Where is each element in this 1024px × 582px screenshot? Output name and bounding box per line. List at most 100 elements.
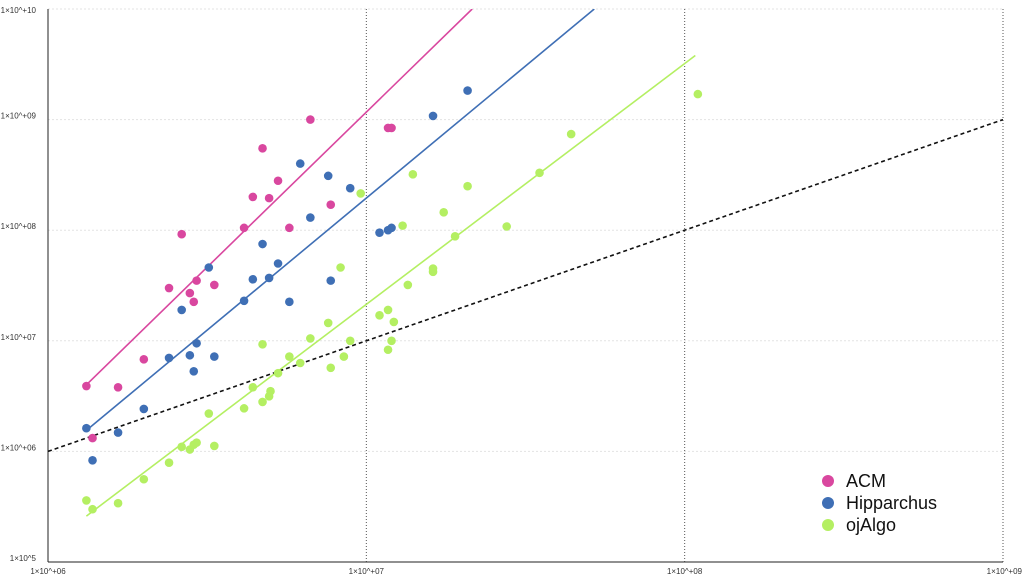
acm-point bbox=[264, 193, 274, 203]
acm-point bbox=[248, 192, 258, 202]
ojalgo-point bbox=[535, 168, 544, 178]
ojalgo-point bbox=[383, 345, 393, 355]
acm-point bbox=[273, 176, 283, 186]
ojalgo-point bbox=[204, 409, 214, 418]
hipparchus-point bbox=[326, 276, 336, 285]
ojalgo-point bbox=[439, 208, 449, 217]
axis-layer bbox=[47, 9, 1003, 563]
acm-point bbox=[326, 200, 336, 210]
ojalgo-series bbox=[82, 89, 703, 514]
ojalgo-point bbox=[273, 368, 283, 378]
hipparchus-point bbox=[189, 366, 199, 376]
acm-point bbox=[185, 288, 195, 298]
acm-point bbox=[285, 223, 294, 233]
hipparchus-point bbox=[295, 159, 305, 168]
hipparchus-point bbox=[82, 423, 91, 433]
ojalgo-point bbox=[239, 404, 249, 413]
hipparchus-point bbox=[258, 239, 267, 249]
hipparchus-point bbox=[323, 171, 333, 181]
ojalgo-point bbox=[248, 382, 258, 392]
y-tick-label: 1×10^5 bbox=[10, 554, 37, 563]
acm-point bbox=[210, 280, 219, 290]
ojalgo-point bbox=[345, 336, 355, 346]
x-tick-label: 1×10^+08 bbox=[667, 567, 703, 576]
legend-label-acm: ACM bbox=[846, 471, 886, 491]
hipparchus-point bbox=[164, 353, 174, 363]
legend-label-hipparchus: Hipparchus bbox=[846, 493, 937, 513]
reference-dashed-line bbox=[48, 118, 1003, 453]
ojalgo-point bbox=[566, 129, 576, 139]
reference-line-layer bbox=[48, 118, 1003, 453]
legend-marker-acm bbox=[822, 475, 834, 487]
hipparchus-point bbox=[204, 263, 214, 272]
ojalgo-point bbox=[82, 496, 91, 505]
acm-point bbox=[177, 229, 186, 239]
ojalgo-point bbox=[113, 498, 123, 508]
hipparchus-point bbox=[88, 456, 97, 465]
hipparchus-point bbox=[113, 428, 123, 437]
legend-marker-hipparchus bbox=[822, 497, 834, 509]
ojalgo-point bbox=[326, 363, 336, 373]
x-tick-label: 1×10^+09 bbox=[987, 567, 1023, 576]
legend-marker-ojalgo bbox=[822, 519, 834, 531]
ojalgo-point bbox=[389, 317, 399, 327]
ojalgo-point bbox=[164, 458, 174, 468]
ojalgo-point bbox=[375, 311, 384, 320]
acm-series bbox=[82, 115, 396, 443]
ojalgo-point bbox=[285, 352, 294, 361]
y-tick-label: 1×10^+08 bbox=[1, 222, 37, 231]
ojalgo-fit-line bbox=[85, 54, 696, 517]
acm-point bbox=[82, 381, 91, 391]
ojalgo-point bbox=[258, 339, 267, 349]
hipparchus-point bbox=[177, 305, 186, 315]
hipparchus-point bbox=[306, 213, 315, 222]
hipparchus-point bbox=[387, 223, 396, 233]
hipparchus-point bbox=[463, 86, 472, 95]
acm-fit-line bbox=[85, 9, 473, 386]
x-tick-label: 1×10^+06 bbox=[30, 567, 66, 576]
ojalgo-point bbox=[450, 232, 460, 241]
y-tick-label: 1×10^+06 bbox=[1, 443, 37, 452]
legend-label-ojalgo: ojAlgo bbox=[846, 515, 896, 535]
ojalgo-point bbox=[336, 263, 345, 272]
hipparchus-point bbox=[273, 259, 283, 268]
hipparchus-point bbox=[248, 274, 258, 284]
acm-point bbox=[306, 115, 315, 124]
ojalgo-point bbox=[258, 397, 267, 407]
y-tick-label: 1×10^+09 bbox=[1, 112, 37, 121]
ojalgo-point bbox=[408, 170, 418, 179]
hipparchus-point bbox=[428, 111, 438, 121]
acm-point bbox=[192, 276, 201, 285]
hipparchus-point bbox=[192, 338, 201, 348]
ojalgo-point bbox=[387, 336, 396, 346]
y-tick-label: 1×10^+07 bbox=[1, 333, 37, 342]
ojalgo-point bbox=[693, 89, 703, 99]
ojalgo-point bbox=[139, 474, 149, 484]
hipparchus-point bbox=[345, 183, 355, 193]
acm-point bbox=[164, 283, 174, 293]
ojalgo-point bbox=[383, 305, 393, 315]
ojalgo-point bbox=[323, 318, 333, 328]
hipparchus-point bbox=[185, 350, 195, 360]
ojalgo-point bbox=[177, 442, 186, 452]
hipparchus-point bbox=[239, 296, 249, 306]
ojalgo-point bbox=[502, 222, 511, 231]
ojalgo-point bbox=[398, 221, 407, 230]
hipparchus-point bbox=[139, 404, 149, 414]
ojalgo-point bbox=[88, 504, 97, 514]
ojalgo-point bbox=[192, 438, 201, 447]
hipparchus-point bbox=[375, 228, 384, 237]
ojalgo-point bbox=[356, 189, 365, 198]
acm-point bbox=[239, 223, 249, 233]
acm-point bbox=[139, 355, 149, 364]
ojalgo-point bbox=[295, 358, 305, 368]
acm-point bbox=[189, 297, 199, 307]
hipparchus-point bbox=[210, 352, 219, 361]
data-points bbox=[82, 86, 703, 514]
y-tick-label: 1×10^+10 bbox=[1, 6, 37, 15]
hipparchus-point bbox=[285, 297, 294, 307]
x-tick-label: 1×10^+07 bbox=[349, 567, 385, 576]
